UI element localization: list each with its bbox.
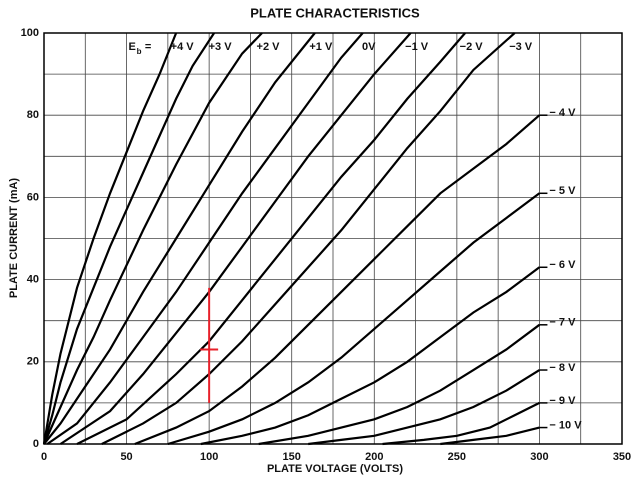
x-tick-label: 0 [41, 451, 47, 463]
x-tick-label: 50 [120, 451, 132, 463]
curve-label: −2 V [460, 41, 484, 53]
curve [101, 32, 516, 445]
curve [258, 323, 541, 446]
curve [382, 401, 540, 446]
y-tick-label: 80 [27, 109, 39, 121]
annotation: b [137, 47, 142, 56]
curve [200, 266, 541, 446]
x-axis-label: PLATE VOLTAGE (VOLTS) [267, 463, 403, 475]
y-tick-label: 0 [33, 438, 39, 450]
annotation: = [145, 41, 151, 53]
x-tick-label: 250 [448, 451, 466, 463]
curve [134, 114, 541, 446]
curve [42, 32, 216, 445]
curve [43, 32, 316, 445]
curve-label: − 6 V [549, 259, 576, 271]
plot-frame [43, 32, 623, 445]
x-tick-label: 300 [530, 451, 548, 463]
curve [42, 32, 263, 445]
curve-label: − 9 V [549, 395, 576, 407]
y-axis-label: PLATE CURRENT (mA) [8, 178, 20, 299]
curve-label: +4 V [171, 41, 195, 53]
curve-label: − 10 V [549, 419, 582, 431]
curve-label: +2 V [257, 41, 281, 53]
annotation: E [128, 41, 135, 53]
curve-label: − 7 V [549, 317, 576, 329]
curve [167, 192, 541, 446]
x-tick-label: 350 [613, 451, 631, 463]
y-tick-label: 60 [27, 191, 39, 203]
y-tick-label: 20 [27, 356, 39, 368]
x-tick-label: 100 [200, 451, 218, 463]
curve-label: − 5 V [549, 185, 576, 197]
curve [59, 32, 412, 445]
curve [76, 32, 466, 445]
x-tick-label: 150 [283, 451, 301, 463]
y-tick-label: 40 [27, 274, 39, 286]
curve-label: +3 V [209, 41, 233, 53]
curve-label: −3 V [509, 41, 533, 53]
curve-label: −1 V [405, 41, 429, 53]
y-tick-label: 100 [21, 27, 39, 39]
curve [440, 426, 540, 446]
curve-label: − 4 V [549, 107, 576, 119]
curve-label: +1 V [309, 41, 333, 53]
chart-title: PLATE CHARACTERISTICS [250, 5, 420, 20]
curve [308, 369, 541, 446]
curve [46, 32, 364, 445]
x-tick-label: 200 [365, 451, 383, 463]
curve-label: − 8 V [549, 362, 576, 374]
curve-label: 0V [362, 41, 376, 53]
curve [42, 32, 178, 445]
